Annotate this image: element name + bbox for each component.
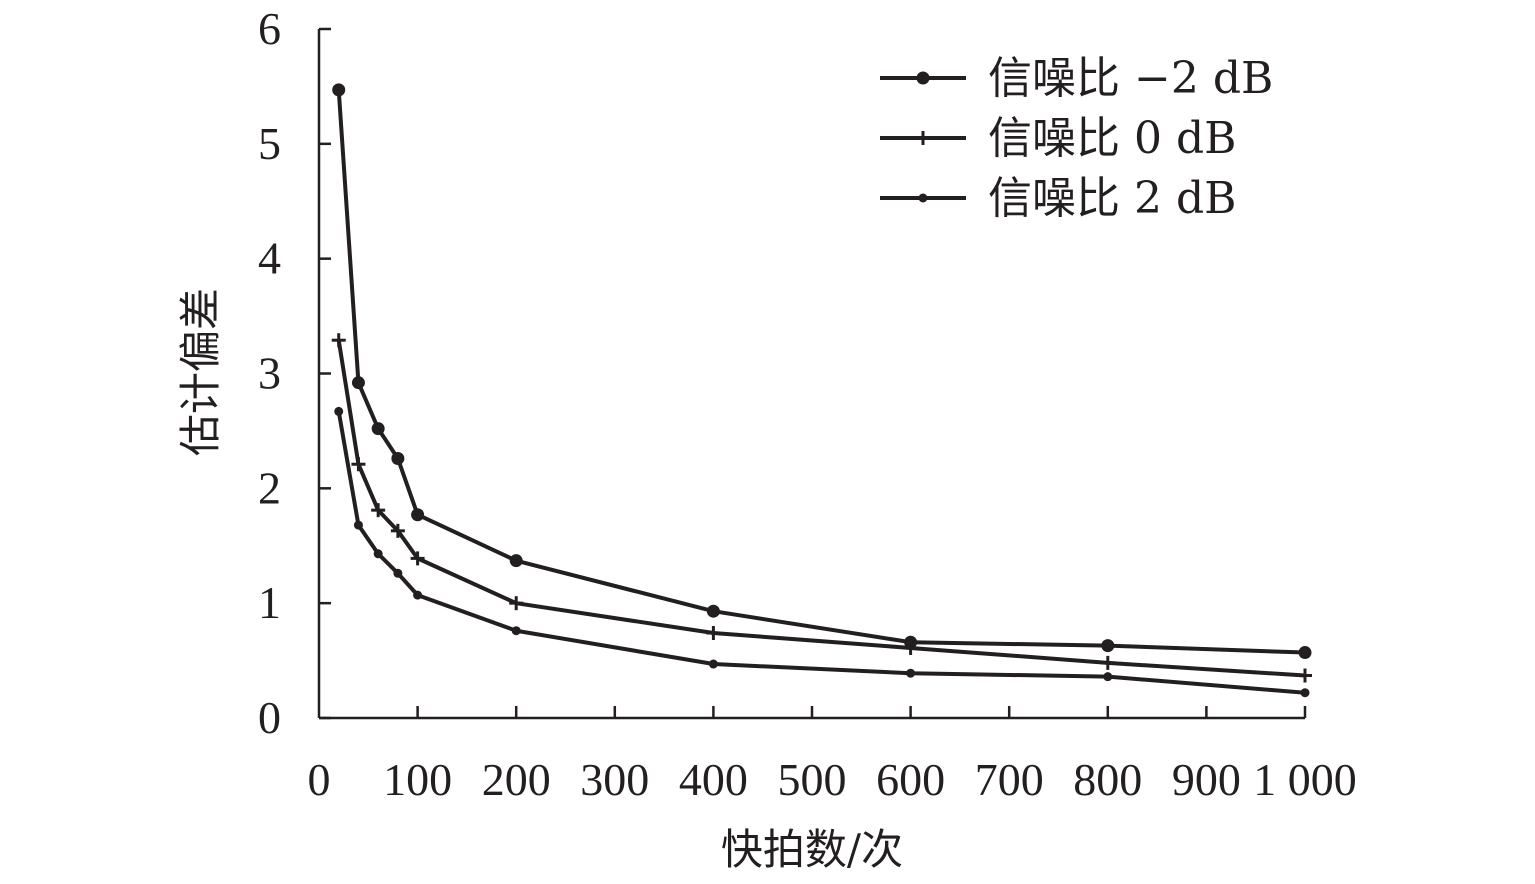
data-point: [332, 83, 346, 97]
legend-entry: 信噪比 0 dB: [880, 113, 1236, 164]
y-tick-label: 1: [258, 577, 281, 628]
data-point: [903, 640, 918, 655]
data-point: [411, 508, 425, 522]
legend-label: 信噪比 0 dB: [988, 113, 1236, 164]
data-point: [1298, 668, 1312, 683]
data-point: [916, 71, 930, 85]
series-1: [332, 83, 1312, 660]
data-point: [331, 333, 346, 348]
data-point: [413, 590, 423, 600]
data-point: [916, 131, 930, 145]
y-tick-label: 5: [258, 118, 281, 169]
legend-entry: 信噪比 2 dB: [880, 173, 1236, 224]
legend-entry: 信噪比 −2 dB: [880, 53, 1273, 104]
data-point: [509, 554, 523, 568]
data-point: [1101, 639, 1115, 653]
data-point: [918, 193, 928, 203]
data-point: [708, 659, 718, 669]
x-tick-label: 900: [1172, 754, 1241, 805]
x-tick-label: 600: [876, 754, 945, 805]
data-point: [373, 549, 383, 559]
series-3: [334, 406, 1310, 698]
x-tick-label: 1 000: [1253, 754, 1357, 805]
x-tick-label: 300: [580, 754, 649, 805]
data-point: [351, 376, 365, 390]
x-ticks: 0 100 200 300 400 500 600 700 800 900 1 000: [308, 706, 1357, 805]
data-point: [391, 451, 405, 465]
data-point: [351, 457, 366, 472]
data-point: [509, 596, 524, 611]
series-layer: [331, 83, 1312, 698]
data-point: [393, 568, 403, 578]
x-tick-label: 100: [383, 754, 452, 805]
data-point: [1300, 688, 1310, 698]
data-point: [906, 668, 916, 678]
y-tick-label: 3: [258, 348, 281, 399]
series-line: [336, 89, 1306, 655]
series-line: [336, 339, 1306, 678]
x-tick-label: 700: [975, 754, 1044, 805]
data-point: [371, 503, 386, 518]
legend: 信噪比 −2 dB 信噪比 0 dB 信噪比 2 dB: [880, 53, 1273, 224]
y-tick-label: 2: [258, 462, 281, 513]
data-point: [334, 406, 344, 416]
data-point: [410, 551, 425, 566]
data-point: [706, 604, 720, 618]
data-point: [706, 626, 721, 641]
data-point: [353, 520, 363, 530]
data-point: [1100, 655, 1115, 670]
legend-label: 信噪比 −2 dB: [988, 53, 1273, 104]
data-point: [511, 626, 521, 636]
x-tick-label: 400: [679, 754, 748, 805]
data-point: [1298, 646, 1312, 660]
x-tick-label: 200: [482, 754, 551, 805]
axes: 0 1 2 3 4 5 6 0 100 200 300 400 500 600 700 800 900 1 00…: [258, 3, 1357, 805]
x-tick-label: 800: [1073, 754, 1142, 805]
series-line: [336, 411, 1306, 695]
x-axis-title: 快拍数/次: [721, 825, 903, 874]
x-tick-label: 500: [778, 754, 847, 805]
data-point: [390, 523, 405, 538]
y-tick-label: 0: [258, 692, 281, 743]
legend-label: 信噪比 2 dB: [988, 173, 1236, 224]
data-point: [1103, 672, 1113, 682]
y-tick-label: 6: [258, 3, 281, 54]
y-ticks: 0 1 2 3 4 5 6: [258, 3, 331, 743]
y-axis-title: 估计偏差: [176, 288, 225, 456]
y-tick-label: 4: [258, 233, 281, 284]
series-2: [331, 333, 1312, 683]
x-tick-label: 0: [308, 754, 331, 805]
data-point: [371, 422, 385, 436]
